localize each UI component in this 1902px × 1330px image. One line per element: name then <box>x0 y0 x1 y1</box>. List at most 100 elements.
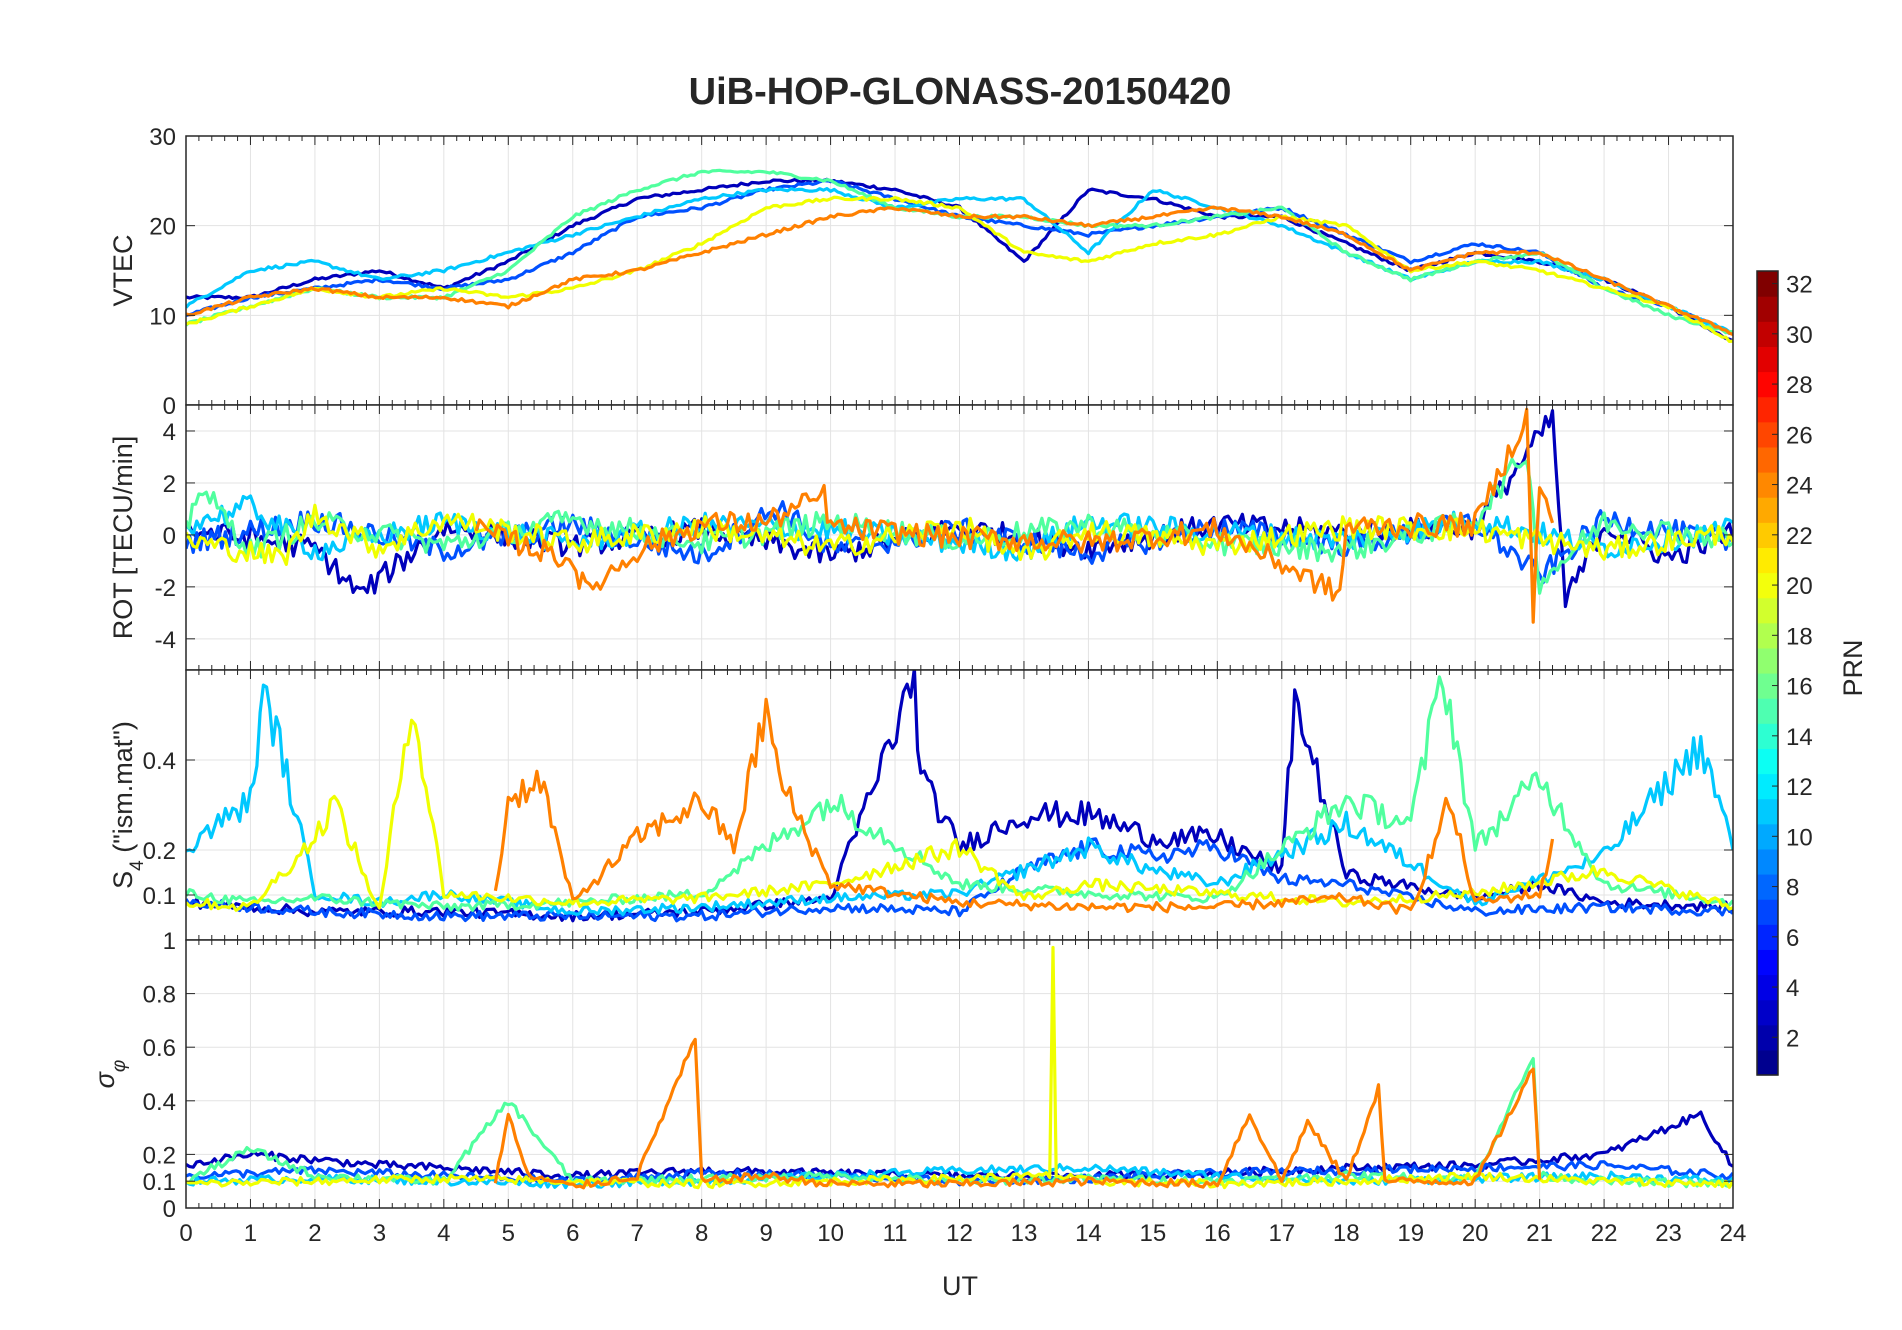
x-tick-label: 11 <box>883 1220 908 1247</box>
colorbar-tick-label: 4 <box>1786 975 1799 1002</box>
series-line-prn-6 <box>186 837 1733 923</box>
colorbar-segment <box>1757 547 1778 574</box>
colorbar-tick-label: 8 <box>1786 875 1799 902</box>
y-tick-label: 1 <box>163 928 176 955</box>
colorbar-segment <box>1757 371 1778 398</box>
series-line-prn-16 <box>186 675 1733 912</box>
x-tick-label: 7 <box>631 1220 644 1247</box>
colorbar-tick-label: 24 <box>1786 473 1813 500</box>
y-tick-label: 30 <box>149 124 176 151</box>
colorbar-tick-label: 16 <box>1786 674 1813 701</box>
y-axis-label: VTEC <box>108 234 138 306</box>
y-tick-label: 20 <box>149 214 176 241</box>
series-line-prn-23 <box>186 205 1733 336</box>
colorbar-segment <box>1757 522 1778 548</box>
x-tick-label: 23 <box>1655 1220 1682 1247</box>
y-tick-label: 0.4 <box>143 748 176 775</box>
colorbar-segment <box>1757 622 1778 649</box>
colorbar-segment <box>1757 597 1778 624</box>
x-tick-label: 4 <box>437 1220 450 1247</box>
y-tick-label: 10 <box>149 303 176 330</box>
y-axis-label: ROT [TECU/min] <box>108 436 138 640</box>
colorbar-segment <box>1757 271 1778 297</box>
colorbar-tick-label: 30 <box>1786 322 1813 349</box>
colorbar-segment <box>1757 949 1778 976</box>
y-tick-label: 0.6 <box>143 1035 176 1062</box>
x-tick-label: 13 <box>1011 1220 1038 1247</box>
series-line-prn-23 <box>493 697 1555 915</box>
x-tick-label: 17 <box>1268 1220 1295 1247</box>
x-tick-label: 6 <box>566 1220 579 1247</box>
x-tick-label: 14 <box>1075 1220 1102 1247</box>
colorbar-segment <box>1757 1024 1778 1051</box>
y-tick-label: 0 <box>163 393 176 420</box>
colorbar-segment <box>1757 773 1778 800</box>
x-tick-label: 10 <box>817 1220 844 1247</box>
colorbar-segment <box>1757 421 1778 448</box>
series-line-prn-20 <box>186 718 1733 912</box>
y-axis-label: σφ <box>90 1060 130 1089</box>
x-tick-label: 3 <box>373 1220 386 1247</box>
colorbar-segment <box>1757 848 1778 875</box>
colorbar-tick-label: 14 <box>1786 724 1813 751</box>
colorbar-tick-label: 6 <box>1786 925 1799 952</box>
x-tick-label: 2 <box>308 1220 321 1247</box>
x-tick-label: 20 <box>1462 1220 1489 1247</box>
chart-title: UiB-HOP-GLONASS-20150420 <box>689 71 1232 113</box>
colorbar-segment <box>1757 396 1778 423</box>
colorbar-tick-label: 12 <box>1786 774 1813 801</box>
y-tick-label: 0.1 <box>143 883 176 910</box>
x-tick-label: 0 <box>179 1220 192 1247</box>
panel-VTEC: 0 10 20 30 VTEC <box>108 124 1734 420</box>
colorbar-segment <box>1757 723 1778 749</box>
colorbar-tick-label: 2 <box>1786 1025 1799 1052</box>
colorbar-frame <box>1756 270 1779 1076</box>
colorbar-tick-label: 18 <box>1786 623 1813 650</box>
colorbar-segment <box>1757 798 1778 825</box>
x-tick-label: 22 <box>1591 1220 1618 1247</box>
x-tick-label: 18 <box>1333 1220 1360 1247</box>
colorbar-segment <box>1757 874 1778 900</box>
series-line-prn-23 <box>493 1037 1542 1190</box>
colorbar-segment <box>1757 924 1778 950</box>
y-tick-label: 2 <box>163 471 176 498</box>
y-tick-label: 0.1 <box>143 1169 176 1196</box>
panel-S4: 0.1 0.2 0.4S4 ("ism.mat") <box>108 669 1734 941</box>
x-tick-label: 15 <box>1140 1220 1167 1247</box>
y-tick-label: 0.2 <box>143 1142 176 1169</box>
colorbar-segment <box>1757 572 1778 599</box>
colorbar-segment <box>1757 698 1778 724</box>
colorbar-segment <box>1757 823 1778 850</box>
y-axis-label: S4 ("ism.mat") <box>108 721 148 889</box>
colorbar-segment <box>1757 346 1778 373</box>
y-tick-label: 0 <box>163 1196 176 1223</box>
y-tick-label: 0.2 <box>143 838 176 865</box>
colorbar-tick-label: 32 <box>1786 272 1813 299</box>
colorbar-tick-label: 20 <box>1786 573 1813 600</box>
colorbar-tick-label: 10 <box>1786 824 1813 851</box>
x-tick-label: 1 <box>244 1220 257 1247</box>
x-tick-label: 24 <box>1720 1220 1747 1247</box>
series-line-prn-20 <box>186 945 1733 1190</box>
x-axis-label: UT <box>942 1271 978 1301</box>
colorbar-tick-label: 22 <box>1786 523 1813 550</box>
y-tick-label: -2 <box>155 575 176 602</box>
y-tick-label: 0 <box>163 523 176 550</box>
x-tick-label: 19 <box>1397 1220 1424 1247</box>
y-tick-label: 0.8 <box>143 982 176 1009</box>
colorbar-segment <box>1757 673 1778 699</box>
x-tick-label: 5 <box>502 1220 515 1247</box>
colorbar-segment <box>1757 1049 1778 1076</box>
colorbar-segment <box>1757 321 1778 347</box>
series-line-prn-20 <box>186 195 1733 343</box>
colorbar-segment <box>1757 974 1778 1001</box>
panel-ROT: -4 -2 0 2 4 ROT [TECU/min] <box>108 404 1734 671</box>
y-tick-label: -4 <box>155 627 176 654</box>
colorbar-segment <box>1757 497 1778 523</box>
colorbar-segment <box>1757 446 1778 473</box>
colorbar-segment <box>1757 899 1778 925</box>
